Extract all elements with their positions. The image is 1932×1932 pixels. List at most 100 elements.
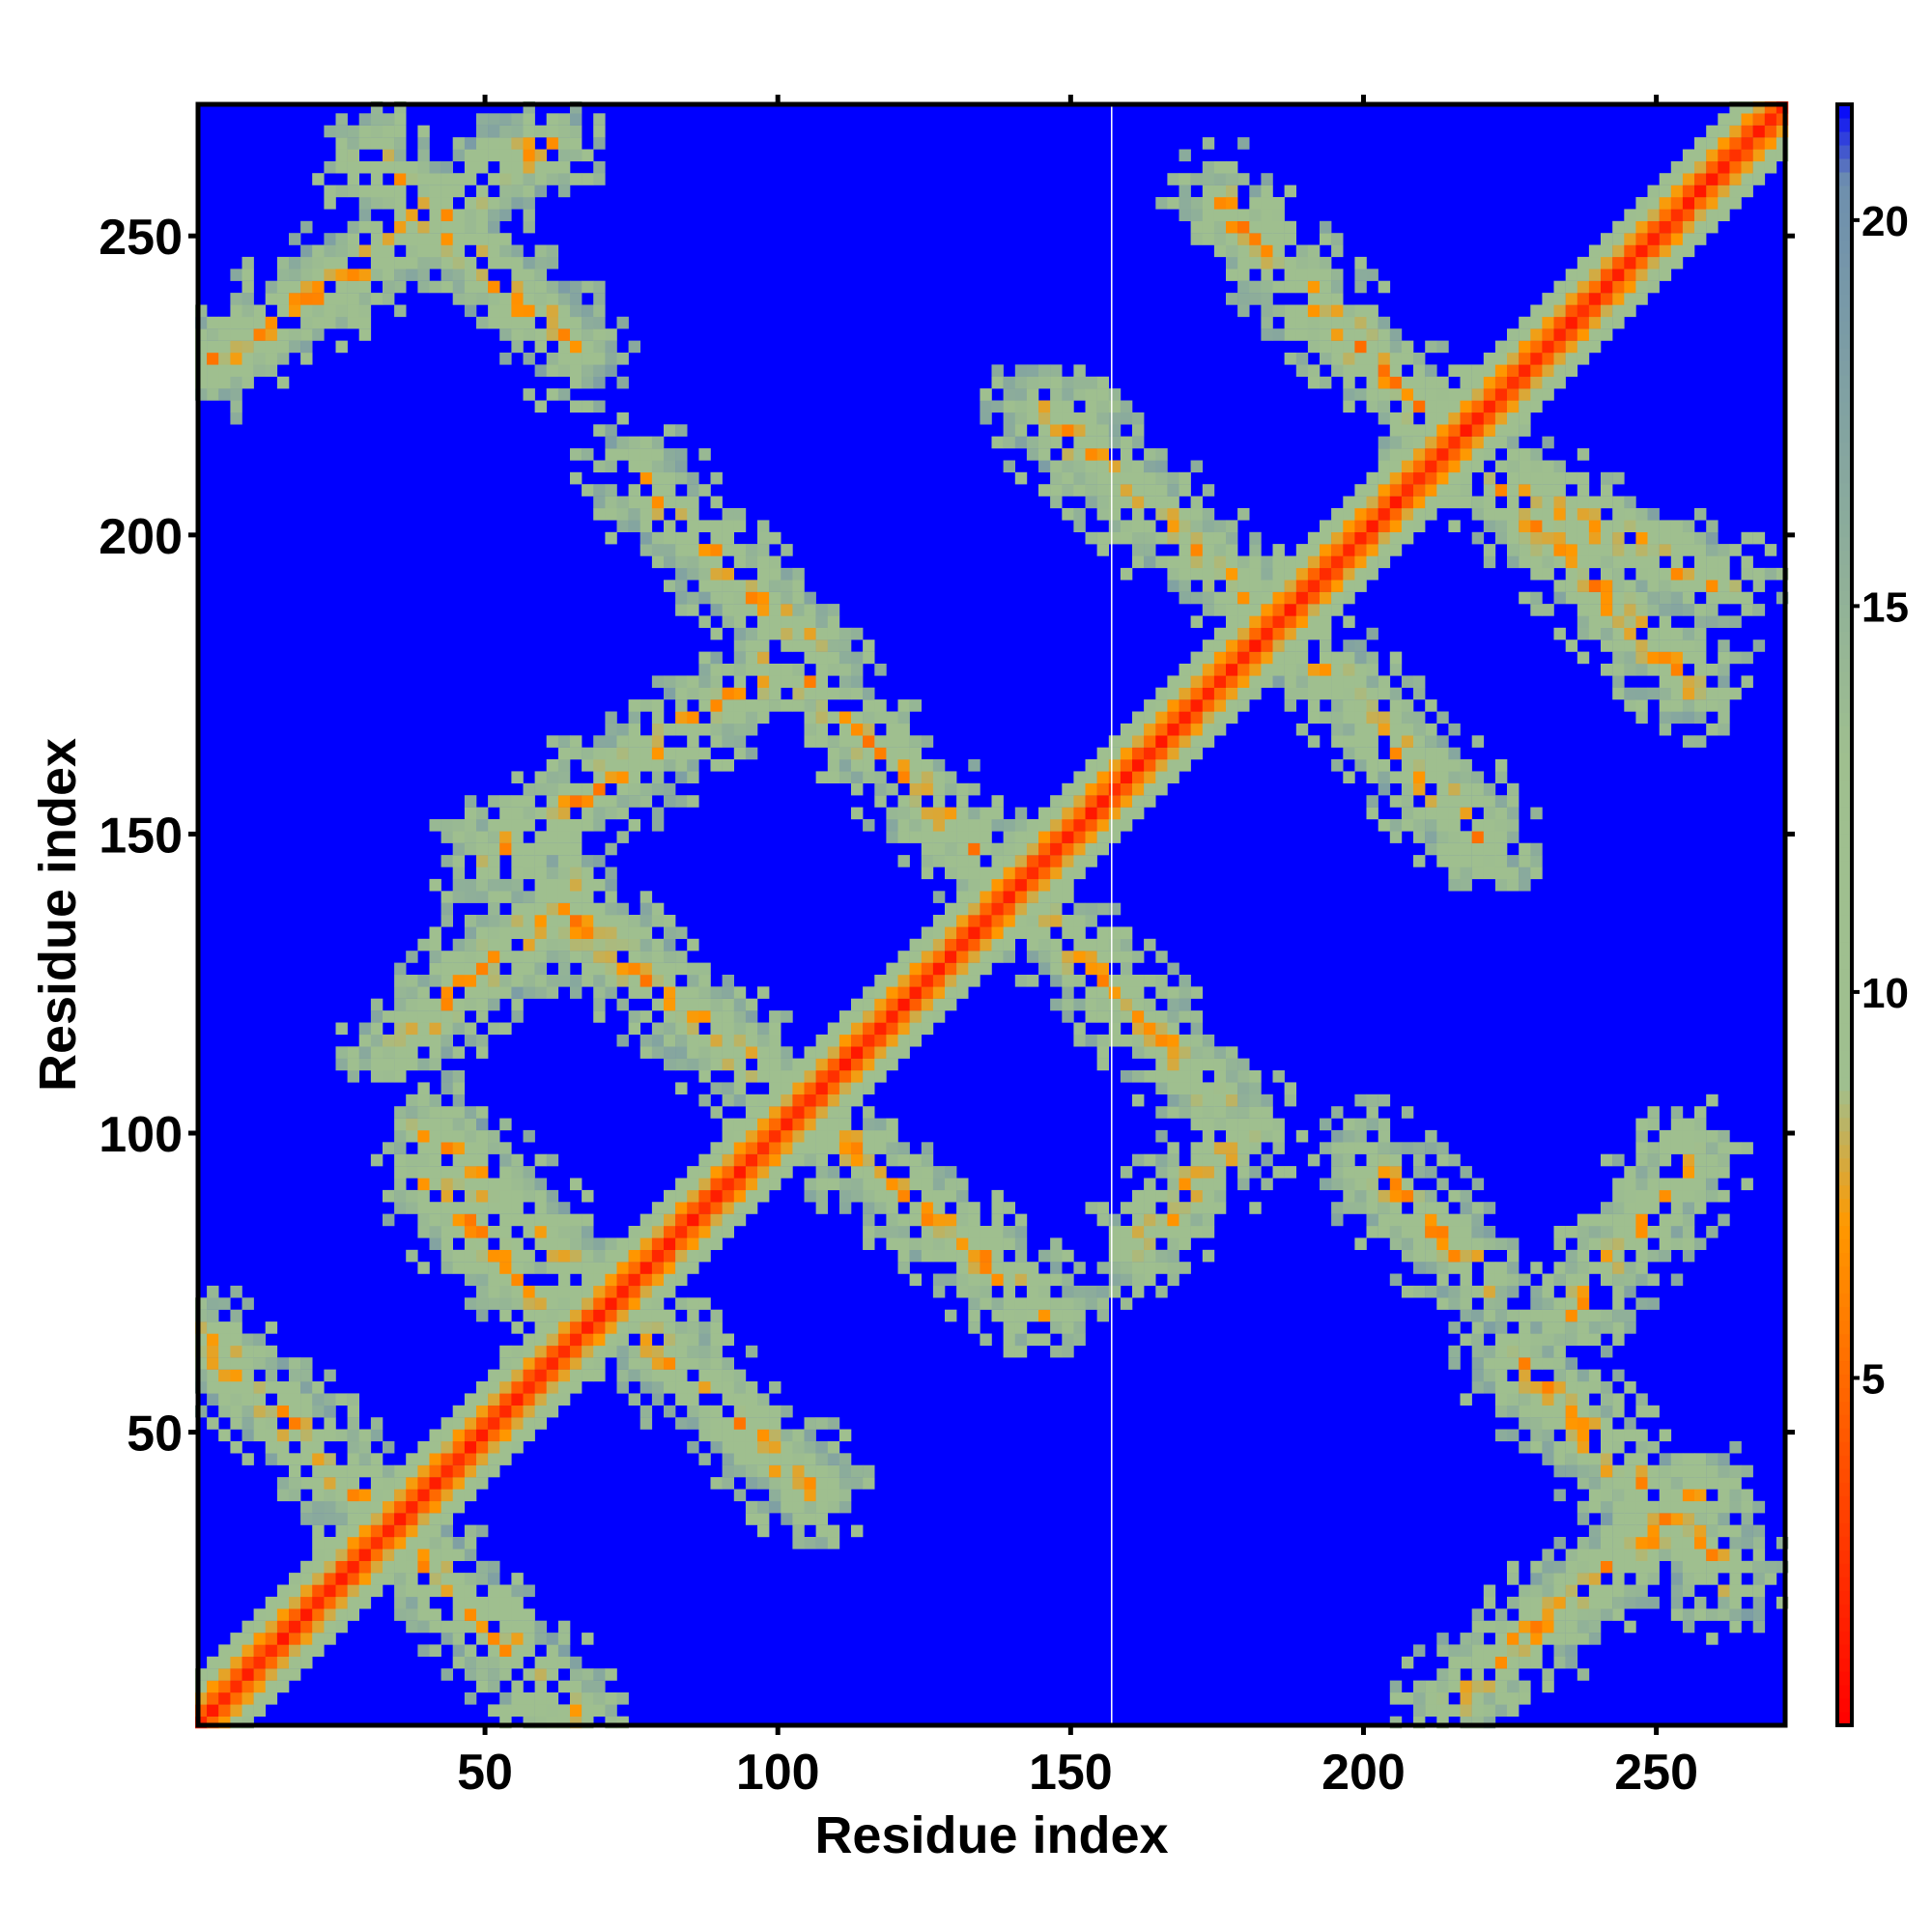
- heatmap-cell: [838, 1464, 852, 1478]
- heatmap-cell: [1389, 520, 1403, 532]
- heatmap-cell: [452, 1226, 466, 1238]
- heatmap-cell: [651, 1357, 665, 1370]
- heatmap-cell: [499, 1405, 512, 1418]
- heatmap-cell: [557, 819, 571, 832]
- heatmap-cell: [851, 711, 864, 724]
- heatmap-cell: [1307, 735, 1321, 748]
- heatmap-cell: [253, 304, 266, 318]
- heatmap-cell: [815, 615, 828, 628]
- heatmap-cell: [476, 1237, 489, 1250]
- heatmap-cell: [1202, 484, 1215, 497]
- heatmap-cell: [1167, 962, 1179, 976]
- heatmap-cell: [1494, 1429, 1508, 1442]
- heatmap-cell: [488, 891, 500, 903]
- heatmap-cell: [605, 364, 617, 377]
- heatmap-cell: [464, 160, 477, 174]
- heatmap-cell: [1530, 388, 1543, 401]
- heatmap-cell: [1401, 400, 1414, 413]
- heatmap-cell: [358, 220, 372, 234]
- heatmap-cell: [1237, 269, 1250, 281]
- heatmap-cell: [722, 1034, 734, 1047]
- heatmap-cell: [1179, 1237, 1191, 1250]
- heatmap-cell: [1436, 1249, 1449, 1263]
- heatmap-cell: [464, 1166, 477, 1179]
- heatmap-cell: [804, 1464, 816, 1478]
- heatmap-cell: [722, 1213, 734, 1227]
- heatmap-cell: [1471, 1608, 1485, 1621]
- heatmap-cell: [1050, 424, 1063, 437]
- heatmap-cell: [534, 1226, 547, 1238]
- heatmap-cell: [1003, 400, 1015, 413]
- heatmap-cell: [1108, 975, 1122, 987]
- heatmap-cell: [639, 1309, 653, 1322]
- heatmap-cell: [1167, 496, 1179, 509]
- heatmap-cell: [1389, 664, 1403, 676]
- heatmap-cell: [440, 1070, 453, 1083]
- heatmap-cell: [394, 1153, 407, 1167]
- heatmap-cell: [593, 1345, 606, 1358]
- heatmap-cell: [335, 1464, 348, 1478]
- heatmap-cell: [358, 316, 372, 329]
- heatmap-cell: [1601, 1417, 1613, 1430]
- heatmap-cell: [651, 735, 665, 748]
- heatmap-cell: [1343, 400, 1355, 413]
- heatmap-cell: [570, 353, 582, 365]
- heatmap-cell: [452, 1453, 466, 1465]
- heatmap-cell: [827, 1022, 840, 1036]
- heatmap-cell: [1471, 1321, 1485, 1334]
- heatmap-cell: [1366, 699, 1378, 712]
- heatmap-cell: [1272, 280, 1285, 294]
- heatmap-cell: [440, 1046, 453, 1059]
- heatmap-cell: [511, 1704, 524, 1717]
- heatmap-cell: [1179, 209, 1191, 221]
- heatmap-cell: [1050, 1273, 1063, 1287]
- heatmap-cell: [1530, 1333, 1543, 1347]
- heatmap-cell: [1120, 1273, 1133, 1287]
- heatmap-cell: [253, 1633, 266, 1645]
- heatmap-cell: [1519, 424, 1531, 437]
- heatmap-cell: [1553, 1608, 1566, 1621]
- heatmap-cell: [1624, 615, 1636, 628]
- heatmap-cell: [440, 1178, 453, 1191]
- heatmap-cell: [417, 1440, 430, 1454]
- heatmap-cell: [605, 986, 617, 999]
- heatmap-cell: [838, 771, 852, 783]
- heatmap-cell: [1389, 1226, 1403, 1238]
- heatmap-cell: [511, 891, 524, 903]
- heatmap-cell: [815, 604, 828, 616]
- heatmap-cell: [1320, 567, 1332, 581]
- heatmap-cell: [1601, 1584, 1613, 1598]
- heatmap-cell: [570, 1704, 582, 1717]
- heatmap-cell: [417, 1202, 430, 1214]
- heatmap-cell: [769, 1022, 781, 1036]
- heatmap-cell: [370, 197, 384, 210]
- heatmap-cell: [523, 1704, 535, 1717]
- heatmap-cell: [1483, 376, 1496, 389]
- heatmap-cell: [300, 1417, 313, 1430]
- heatmap-cell: [265, 1656, 278, 1669]
- heatmap-cell: [1530, 591, 1543, 605]
- heatmap-cell: [523, 902, 535, 916]
- heatmap-cell: [733, 1393, 747, 1406]
- heatmap-cell: [1577, 1633, 1590, 1645]
- heatmap-cell: [394, 1142, 407, 1154]
- heatmap-cell: [605, 1262, 617, 1274]
- heatmap-cell: [698, 962, 711, 976]
- heatmap-cell: [1062, 1285, 1074, 1298]
- heatmap-cell: [1624, 293, 1636, 305]
- heatmap-cell: [499, 975, 512, 987]
- heatmap-cell: [289, 233, 301, 245]
- heatmap-cell: [534, 1692, 547, 1705]
- heatmap-cell: [1366, 1118, 1378, 1131]
- heatmap-cell: [546, 353, 559, 365]
- heatmap-cell: [1295, 328, 1309, 341]
- heatmap-cell: [769, 1453, 781, 1465]
- heatmap-cell: [1295, 544, 1309, 556]
- heatmap-cell: [312, 1381, 325, 1394]
- heatmap-cell: [874, 1010, 887, 1023]
- heatmap-cell: [956, 782, 969, 796]
- heatmap-cell: [1612, 1513, 1625, 1525]
- heatmap-cell: [1494, 1369, 1508, 1382]
- heatmap-cell: [1519, 353, 1531, 365]
- heatmap-cell: [1507, 412, 1520, 425]
